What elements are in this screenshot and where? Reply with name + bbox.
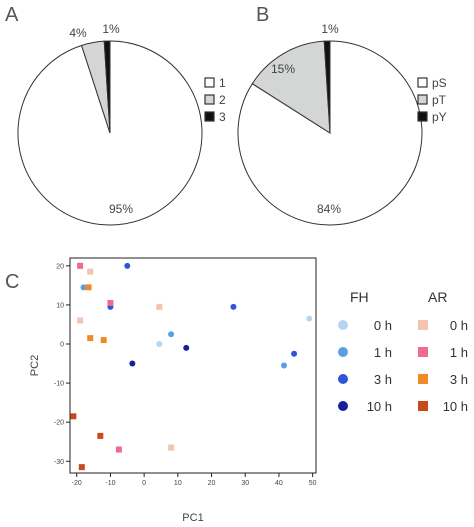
y-tick-label: -10 (54, 381, 64, 388)
x-tick-label: 10 (174, 480, 182, 487)
pie-slice-pY (323, 40, 331, 134)
x-tick-label: 30 (241, 480, 249, 487)
point-fh-1h (168, 331, 175, 338)
legend-label-1: 1 (219, 76, 226, 90)
point-ar-10h (97, 432, 104, 439)
legend-label-pY: pY (432, 110, 447, 124)
point-ar-10h (78, 464, 85, 471)
point-ar-1h (115, 446, 122, 453)
pie-slice-label-3: 1% (102, 22, 120, 36)
legend-swatch-pT (417, 94, 428, 105)
point-ar-3h (87, 335, 94, 342)
point-ar-3h (85, 284, 92, 291)
pie-slice-label-1: 95% (109, 202, 133, 216)
x-tick-label: -20 (72, 480, 82, 487)
x-tick-label: 20 (208, 480, 216, 487)
pie-chart-a: 95% 4% 1% 1 2 3 (17, 22, 226, 226)
legend-label-fh-0h: 0 h (374, 318, 392, 333)
point-ar-0h (77, 317, 84, 324)
pie-slice-3 (103, 40, 111, 134)
point-fh-0h (156, 341, 163, 347)
y-axis-title: PC2 (29, 355, 41, 376)
pie-slice-label-pS: 84% (317, 202, 341, 216)
legend-swatch-2 (204, 94, 215, 105)
legend-swatch-1 (204, 77, 215, 88)
point-fh-10h (129, 360, 136, 367)
y-tick-label: 0 (60, 342, 64, 349)
legend-label-pS: pS (432, 76, 447, 90)
legend-swatch-pS (417, 77, 428, 88)
legend-label-fh-10h: 10 h (367, 399, 392, 414)
legend-group-ar: AR (428, 289, 447, 305)
legend-group-fh: FH (350, 289, 369, 305)
panel-letter-c: C (5, 271, 19, 293)
panel-letter-b: B (256, 4, 269, 26)
point-ar-3h (100, 337, 107, 344)
legend-marker-fh-0h (338, 320, 348, 330)
legend-marker-ar-0h (418, 320, 428, 330)
point-ar-0h (156, 303, 163, 310)
legend-label-ar-1h: 1 h (450, 345, 468, 360)
panel-letter-a: A (5, 4, 19, 26)
point-fh-3h (124, 262, 131, 269)
legend-marker-ar-3h (418, 374, 428, 384)
point-ar-1h (107, 299, 114, 306)
legend-marker-ar-1h (418, 347, 428, 357)
legend-label-fh-3h: 3 h (374, 372, 392, 387)
point-ar-0h (87, 268, 94, 275)
x-tick-label: 50 (309, 480, 317, 487)
point-ar-1h (77, 262, 84, 269)
point-fh-0h (306, 315, 313, 322)
y-tick-label: 20 (56, 263, 64, 270)
pie-slice-label-pT: 15% (271, 62, 295, 76)
point-fh-3h (230, 303, 237, 310)
y-tick-label: 10 (56, 302, 64, 309)
x-tick-label: -10 (105, 480, 115, 487)
point-fh-3h (291, 350, 298, 357)
x-tick-label: 0 (142, 480, 146, 487)
legend-label-3: 3 (219, 110, 226, 124)
legend-label-fh-1h: 1 h (374, 345, 392, 360)
y-tick-label: -20 (54, 420, 64, 427)
legend-swatch-3 (204, 111, 215, 122)
point-fh-1h (280, 362, 287, 369)
pie-chart-b: 84% 15% 1% pS pT pY (237, 22, 447, 226)
legend-marker-fh-1h (338, 347, 348, 357)
pie-slice-label-pY: 1% (321, 22, 339, 36)
y-tick-label: -30 (54, 459, 64, 466)
legend-marker-fh-3h (338, 374, 348, 384)
plot-frame (69, 257, 317, 474)
legend-label-ar-10h: 10 h (443, 399, 468, 414)
point-ar-0h (168, 444, 175, 451)
x-tick-label: 40 (275, 480, 283, 487)
legend-swatch-pY (417, 111, 428, 122)
pie-slice-label-2: 4% (69, 26, 87, 40)
legend-marker-fh-10h (338, 401, 348, 411)
point-fh-10h (183, 344, 190, 351)
x-axis-title: PC1 (182, 512, 203, 524)
point-fh-1h (80, 284, 87, 291)
pie-slice-pT (251, 40, 331, 134)
legend-marker-ar-10h (418, 401, 428, 411)
legend-label-ar-3h: 3 h (450, 372, 468, 387)
legend-label-pT: pT (432, 93, 447, 107)
scatter-plot-c: -20 -10 0 10 20 30 40 50 -30 -20 -10 0 10 20 PC1 PC2 FH 0… (29, 257, 468, 524)
legend-label-2: 2 (219, 93, 226, 107)
point-ar-10h (70, 413, 77, 420)
legend-label-ar-0h: 0 h (450, 318, 468, 333)
